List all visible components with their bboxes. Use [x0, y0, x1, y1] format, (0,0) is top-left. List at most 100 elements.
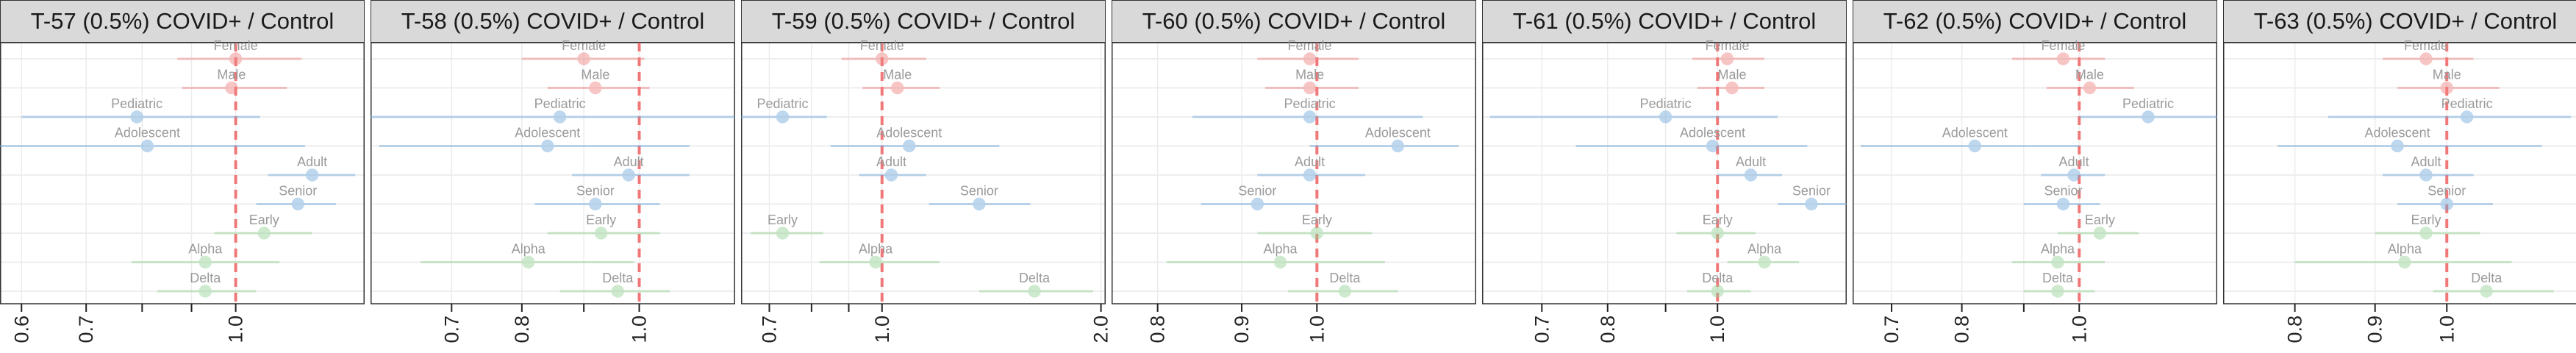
row-label: Early: [768, 213, 798, 227]
estimate-senior: [2397, 197, 2493, 211]
estimate-pediatric: [1489, 110, 1778, 124]
estimate-senior: [1778, 197, 1847, 211]
estimate-male: [2046, 81, 2134, 95]
point-estimate: [130, 110, 143, 124]
estimate-female: [841, 52, 926, 65]
estimate-senior: [929, 197, 1031, 211]
point-estimate: [1303, 52, 1317, 65]
tick-label: 1.0: [871, 315, 893, 343]
panel: T-57 (0.5%) COVID+ / Control Female Male Pe…: [0, 0, 365, 353]
estimate-early: [2058, 227, 2139, 240]
point-estimate: [198, 255, 212, 269]
tick-label: 0.9: [2364, 315, 2386, 343]
estimate-female: [177, 52, 302, 65]
row-label: Adolescent: [1680, 126, 1745, 140]
row-label: Female: [214, 38, 258, 53]
point-estimate: [1028, 285, 1041, 298]
panel-title: T-58 (0.5%) COVID+ / Control: [401, 8, 705, 34]
tick-label: 0.8: [1951, 315, 1973, 343]
row-label: Pediatric: [111, 96, 162, 111]
point-estimate: [257, 227, 271, 240]
row-label: Adolescent: [515, 126, 580, 140]
point-estimate: [2051, 285, 2064, 298]
estimate-female: [2011, 52, 2105, 65]
row-label: Early: [1302, 213, 1332, 227]
estimate-adult: [2041, 168, 2105, 182]
estimate-early: [1257, 227, 1373, 240]
estimate-male: [862, 81, 940, 95]
estimate-alpha: [819, 255, 940, 269]
row-label: Alpha: [2388, 242, 2422, 257]
estimate-pediatric: [741, 110, 827, 124]
estimate-adult: [1717, 168, 1783, 182]
row-label: Alpha: [188, 242, 223, 257]
panel-title: T-59 (0.5%) COVID+ / Control: [771, 8, 1076, 34]
row-label: Delta: [1702, 271, 1734, 285]
point-estimate: [776, 110, 790, 124]
point-estimate: [2056, 197, 2070, 211]
point-estimate: [521, 255, 535, 269]
panel: T-58 (0.5%) COVID+ / Control Female Male Pe…: [371, 0, 735, 353]
point-estimate: [2398, 255, 2411, 269]
tick-label: 1.0: [2436, 315, 2458, 343]
panel-title: T-57 (0.5%) COVID+ / Control: [30, 8, 334, 34]
panel: T-61 (0.5%) COVID+ / Control Female Male Pe…: [1482, 0, 1847, 353]
row-label: Alpha: [1264, 242, 1298, 257]
tick-label: 0.9: [1231, 315, 1253, 343]
forest-plot-svg: Female Male Pediatric Adolescent Adult Senior…: [1112, 38, 1476, 343]
estimate-alpha: [1166, 255, 1385, 269]
plot-area: Female Male Pediatric Adolescent Adult Senior…: [1112, 38, 1476, 343]
estimate-delta: [157, 285, 257, 298]
point-estimate: [198, 285, 212, 298]
row-label: Alpha: [1747, 242, 1782, 257]
row-label: Adult: [2411, 154, 2441, 169]
tick-label: 0.7: [1531, 315, 1553, 343]
panel-title-strip: T-61 (0.5%) COVID+ / Control: [1482, 0, 1847, 43]
estimate-adolescent: [379, 139, 690, 153]
row-label: Senior: [279, 184, 317, 199]
plot-area: Female Male Pediatric Adolescent Adult Senior…: [741, 38, 1112, 343]
panel: T-60 (0.5%) COVID+ / Control Female Male Pe…: [1112, 0, 1476, 353]
estimate-alpha: [421, 255, 634, 269]
row-label: Delta: [602, 271, 634, 285]
row-label: Adolescent: [2365, 126, 2430, 140]
point-estimate: [622, 168, 635, 182]
point-estimate: [776, 227, 790, 240]
row-label: Early: [1703, 213, 1733, 227]
row-label: Early: [2085, 213, 2115, 227]
point-estimate: [225, 81, 238, 95]
row-label: Female: [562, 38, 606, 53]
row-label: Delta: [190, 271, 221, 285]
row-label: Adult: [297, 154, 327, 169]
tick-label: 0.8: [1147, 315, 1169, 343]
point-estimate: [1251, 197, 1264, 211]
estimate-early: [1676, 227, 1756, 240]
row-label: Male: [581, 68, 609, 82]
panel-title: T-62 (0.5%) COVID+ / Control: [1883, 8, 2187, 34]
point-estimate: [229, 52, 243, 65]
estimate-pediatric: [371, 110, 735, 124]
row-label: Adult: [1295, 154, 1325, 169]
point-estimate: [1303, 168, 1317, 182]
plot-area: Female Male Pediatric Adolescent Adult Senior…: [371, 38, 735, 343]
tick-label: 0.8: [511, 315, 533, 343]
estimate-male: [1697, 81, 1765, 95]
estimate-adult: [572, 168, 690, 182]
row-label: Female: [2041, 38, 2085, 53]
point-estimate: [2440, 81, 2454, 95]
row-label: Delta: [1019, 271, 1051, 285]
tick-label: 0.8: [1597, 315, 1619, 343]
point-estimate: [2083, 81, 2097, 95]
tick-label: 0.7: [75, 315, 97, 343]
point-estimate: [594, 227, 608, 240]
tick-label: 1.0: [629, 315, 651, 343]
point-estimate: [876, 52, 889, 65]
panel-title: T-61 (0.5%) COVID+ / Control: [1512, 8, 1817, 34]
row-label: Delta: [1329, 271, 1361, 285]
estimate-male: [182, 81, 287, 95]
row-label: Adult: [2059, 154, 2089, 169]
point-estimate: [869, 255, 882, 269]
estimate-early: [751, 227, 823, 240]
row-label: Delta: [2471, 271, 2502, 285]
